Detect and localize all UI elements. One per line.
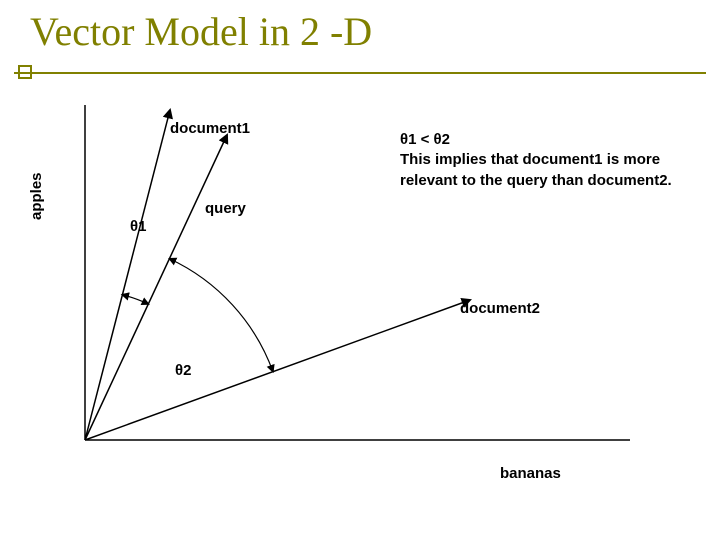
vector-document1 — [85, 110, 170, 440]
y-axis-label: apples — [28, 172, 45, 220]
angle-arc-theta1 — [122, 295, 148, 304]
angle-arc-theta2 — [170, 259, 273, 372]
label-document2: document2 — [460, 300, 540, 317]
x-axis-label: bananas — [500, 465, 561, 482]
explanation-line1: θ1 < θ2 — [400, 131, 450, 148]
explanation-text: θ1 < θ2 This implies that document1 is m… — [400, 130, 700, 191]
vector-query — [85, 135, 227, 440]
label-document1: document1 — [170, 120, 250, 137]
label-theta2: θ2 — [175, 362, 191, 379]
explanation-line2: This implies that document1 is more rele… — [400, 151, 672, 188]
label-query: query — [205, 200, 246, 217]
vector-document2 — [85, 300, 470, 440]
label-theta1: θ1 — [130, 218, 146, 235]
vector-diagram — [0, 0, 720, 540]
